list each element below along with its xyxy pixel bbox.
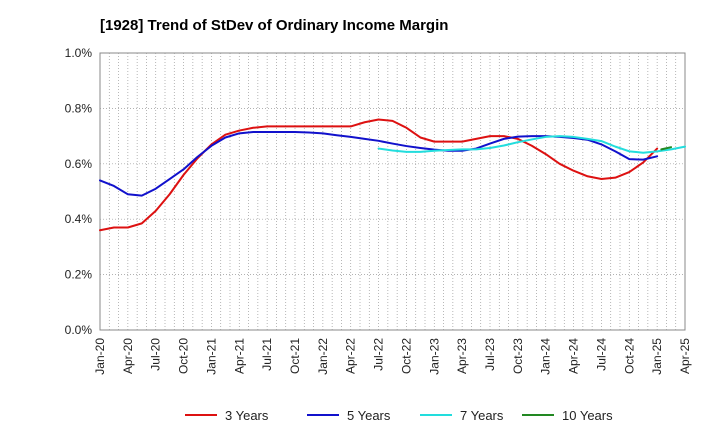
plot-border (99, 52, 686, 331)
y-axis: 0.0% 0.2% 0.4% 0.6% 0.8% 1.0% (65, 46, 93, 337)
x-tick-label: Jan-23 (427, 338, 441, 375)
y-tick-label: 1.0% (65, 46, 93, 60)
x-tick-label: Apr-25 (678, 338, 692, 374)
x-tick-label: Apr-22 (344, 338, 358, 374)
x-tick-label: Oct-23 (511, 338, 525, 374)
x-tick-label: Apr-21 (232, 338, 246, 374)
legend-label: 10 Years (562, 408, 613, 423)
x-tick-label: Jul-20 (149, 338, 163, 371)
plot-area (99, 52, 686, 331)
x-tick-label: Jul-21 (260, 338, 274, 371)
y-tick-label: 0.6% (65, 157, 93, 171)
x-axis: Jan-20 Apr-20 Jul-20 Oct-20 Jan-21 Apr-21 Jul-… (93, 338, 692, 375)
x-tick-label: Apr-24 (567, 338, 581, 374)
x-tick-label: Oct-24 (622, 338, 636, 374)
x-tick-label: Jan-24 (539, 338, 553, 375)
chart-title: [1928] Trend of StDev of Ordinary Income… (100, 17, 448, 34)
legend-label: 3 Years (225, 408, 269, 423)
x-tick-label: Apr-23 (455, 338, 469, 374)
series-lines (99, 118, 686, 232)
x-tick-label: Oct-21 (288, 338, 302, 374)
y-tick-label: 0.0% (65, 323, 93, 337)
x-tick-label: Jan-21 (204, 338, 218, 375)
legend-label: 7 Years (460, 408, 504, 423)
series-line-3-years (99, 118, 659, 232)
series-line-7-years (377, 135, 686, 154)
grid-lines (100, 53, 685, 330)
legend-label: 5 Years (347, 408, 391, 423)
y-tick-label: 0.8% (65, 101, 93, 115)
x-tick-label: Jan-22 (316, 338, 330, 375)
legend: 3 Years 5 Years 7 Years 10 Years (185, 408, 613, 423)
x-tick-label: Jan-25 (650, 338, 664, 375)
x-tick-label: Jul-23 (483, 338, 497, 371)
y-tick-label: 0.4% (65, 212, 93, 226)
x-tick-label: Jan-20 (93, 338, 107, 375)
x-tick-label: Oct-20 (177, 338, 191, 374)
x-tick-label: Apr-20 (121, 338, 135, 374)
series-line-10-years (660, 146, 673, 151)
x-tick-label: Oct-22 (399, 338, 413, 374)
x-tick-label: Jul-22 (372, 338, 386, 371)
y-tick-label: 0.2% (65, 268, 93, 282)
x-tick-label: Jul-24 (594, 338, 608, 371)
